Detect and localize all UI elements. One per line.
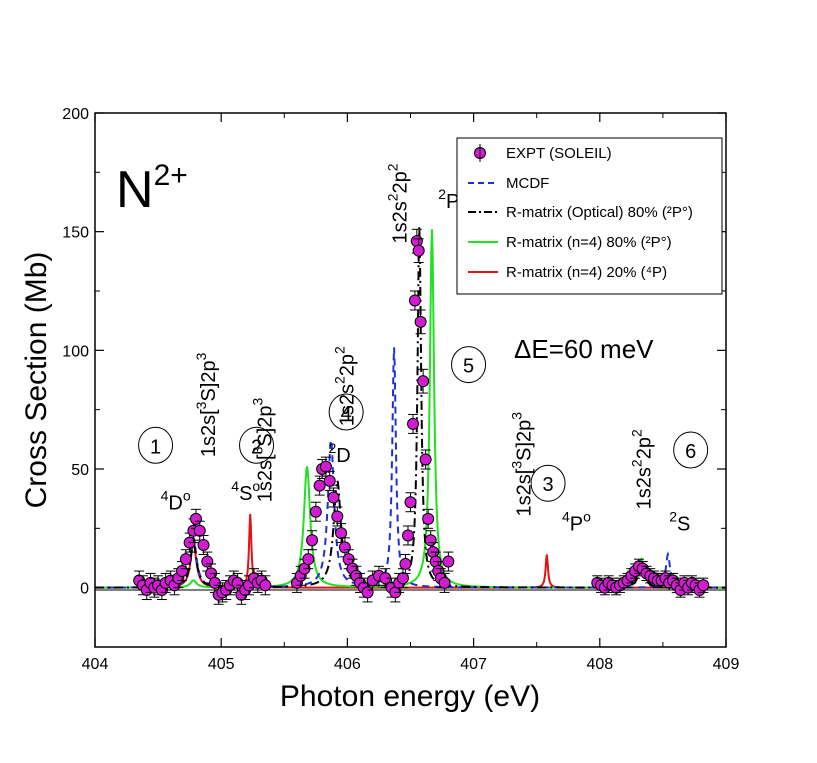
expt-point-46: [335, 527, 348, 540]
state-label-0: 1s2s[3S]2p3: [193, 352, 220, 457]
y-axis-title: Cross Section (Mb): [20, 252, 53, 509]
expt-point-71: [422, 512, 435, 525]
expt-point-65: [408, 294, 421, 307]
y-tick-label-3: 150: [62, 225, 89, 242]
resonance-circle-1: [138, 426, 174, 464]
state-label-1: 4Do: [161, 487, 191, 514]
x-tick-label-0: 404: [82, 656, 109, 673]
expt-point-37: [302, 553, 315, 566]
resonance-number-3: 3: [542, 474, 553, 496]
expt-point-17: [197, 538, 210, 551]
state-label-6: 1s2s22p2: [385, 163, 412, 243]
expt-point-42: [319, 460, 332, 473]
expt-point-68: [414, 315, 427, 328]
expt-point-62: [401, 529, 414, 542]
expt-point-39: [309, 505, 322, 518]
expt-point-64: [407, 417, 420, 430]
resonance-number-5: 5: [463, 356, 474, 378]
expt-point-33: [259, 579, 272, 592]
expt-point-78: [442, 555, 455, 568]
resonance-circle-2: [239, 426, 275, 464]
x-tick-label-4: 408: [586, 656, 613, 673]
legend-label-expt: EXPT (SOLEIL): [506, 145, 612, 162]
expt-point-53: [361, 586, 374, 599]
expt-point-63: [404, 496, 417, 509]
legend-label-rm-optical: R-matrix (Optical) 80% (²P°): [506, 204, 693, 221]
expt-point-44: [327, 491, 340, 504]
legend-box: [456, 137, 723, 295]
expt-point-70: [419, 453, 432, 466]
resonance-circle-3: [530, 464, 566, 502]
state-label-8: 1s2s[3S]2p3: [508, 412, 535, 517]
expt-point-12: [179, 553, 192, 566]
state-label-2: 1s2s[3S]2p3: [250, 397, 277, 502]
x-tick-label-3: 407: [460, 656, 487, 673]
legend-label-rm-n4-20: R-matrix (n=4) 20% (⁴P): [506, 264, 667, 281]
x-tick-label-2: 406: [334, 656, 361, 673]
expt-point-43: [323, 474, 336, 487]
expt-point-67: [412, 244, 425, 257]
expt-point-40: [313, 479, 326, 492]
state-label-7: 2P: [438, 186, 459, 213]
state-label-11: 2S: [669, 509, 690, 536]
y-tick-label-2: 100: [62, 343, 89, 360]
expt-point-16: [193, 524, 206, 537]
expt-point-60: [396, 572, 409, 585]
x-axis-title: Photon energy (eV): [280, 680, 540, 713]
y-tick-label-1: 50: [71, 462, 89, 479]
x-tick-label-1: 405: [208, 656, 235, 673]
resonance-circle-4: [328, 393, 364, 431]
resonance-number-2: 2: [251, 436, 262, 458]
legend-label-mcdf: MCDF: [506, 175, 549, 192]
resonance-number-6: 6: [685, 441, 696, 463]
resonance-circle-5: [451, 346, 487, 384]
state-label-5: 2D: [328, 440, 350, 467]
state-label-3: 4So: [231, 478, 260, 505]
resonance-number-1: 1: [150, 436, 161, 458]
x-tick-label-5: 409: [713, 656, 740, 673]
state-label-9: 4Po: [562, 509, 591, 536]
state-label-4: 1s2s22p2: [332, 346, 359, 426]
expt-point-38: [306, 534, 319, 547]
resolution-label: ΔE=60 meV: [514, 334, 654, 364]
y-tick-label-0: 0: [80, 581, 89, 598]
resonance-number-4: 4: [341, 403, 352, 425]
expt-point-72: [424, 534, 437, 547]
expt-point-77: [438, 576, 451, 589]
state-label-10: 1s2s22p2: [628, 429, 655, 509]
expt-point-61: [399, 557, 412, 570]
ion-label: N2+: [116, 159, 188, 219]
y-tick-label-4: 200: [62, 106, 89, 123]
legend: EXPT (SOLEIL) MCDF R-matrix (Optical) 80…: [456, 137, 723, 295]
expt-point-69: [417, 375, 430, 388]
legend-label-rm-n4-80: R-matrix (n=4) 80% (²P°): [506, 234, 672, 251]
resonance-circle-6: [673, 431, 709, 469]
expt-point-45: [331, 510, 344, 523]
expt-point-107: [697, 579, 710, 592]
